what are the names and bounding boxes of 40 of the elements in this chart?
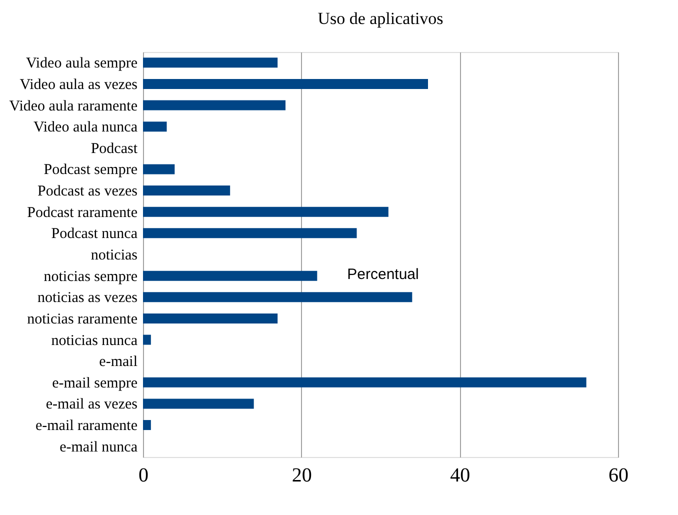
x-tick-label: 40 [450, 464, 470, 486]
bar [143, 206, 388, 217]
bar [143, 186, 230, 196]
chart-title: Uso de aplicativos [318, 9, 444, 28]
y-tick-label: Video aula raramente [9, 98, 138, 114]
bar [143, 78, 428, 89]
y-tick-label: Video aula nunca [33, 120, 138, 136]
bar [143, 270, 318, 281]
y-tick-label: Podcast [90, 140, 138, 157]
y-tick-label: noticias nunca [51, 332, 138, 349]
bar [143, 122, 167, 132]
y-tick-label: Video aula as vezes [20, 76, 138, 93]
y-tick-label: noticias sempre [44, 268, 138, 285]
y-tick-label: Podcast sempre [44, 162, 138, 178]
y-tick-label: noticias [90, 248, 138, 264]
y-tick-label: e-mail raramente [35, 418, 138, 434]
bar [143, 334, 151, 345]
bar [143, 398, 254, 409]
bar [143, 313, 278, 324]
bar [143, 58, 278, 68]
y-tick-label: noticias as vezes [38, 290, 138, 306]
bar [143, 420, 151, 430]
y-tick-label: e-mail [99, 354, 138, 370]
y-tick-label: noticias raramente [27, 311, 138, 328]
y-tick-label: e-mail nunca [60, 439, 138, 456]
y-tick-label: Video aula sempre [26, 56, 138, 72]
x-tick-label: 0 [138, 464, 148, 486]
y-tick-label: Podcast raramente [27, 204, 138, 221]
y-tick-label: e-mail as vezes [46, 396, 138, 413]
annotation: Percentual [347, 266, 419, 283]
x-tick-label: 60 [608, 464, 628, 486]
bar [143, 228, 357, 238]
bar [143, 100, 286, 110]
x-tick-label: 20 [292, 464, 312, 486]
y-tick-label: e-mail sempre [52, 375, 138, 392]
bar [143, 292, 412, 302]
y-tick-label: Podcast nunca [51, 226, 138, 242]
bar [143, 164, 175, 174]
y-tick-label: Podcast as vezes [38, 184, 138, 200]
bar [143, 377, 586, 388]
